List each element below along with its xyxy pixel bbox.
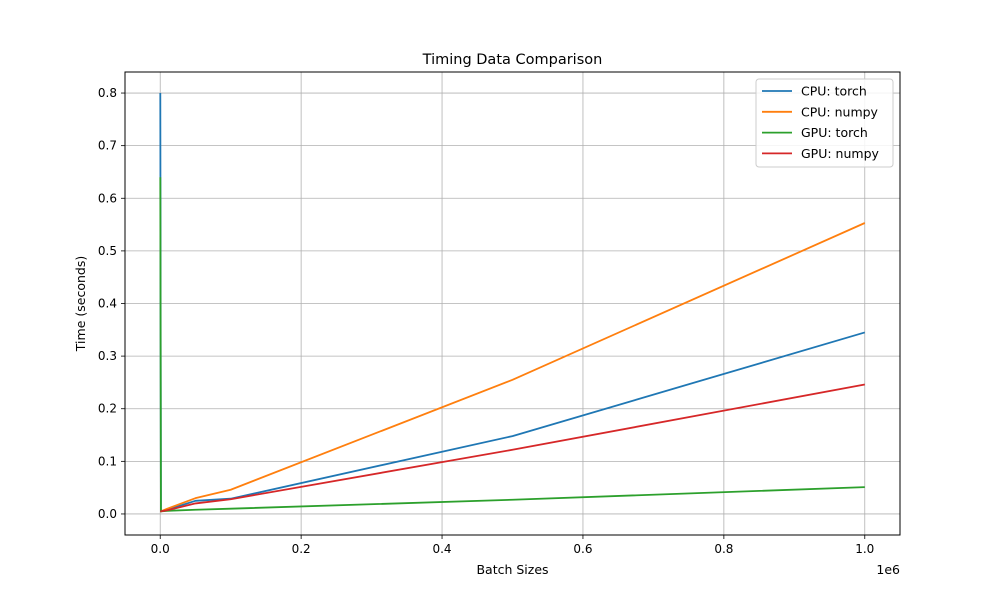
y-axis-ticks: 0.0 0.1 0.2 0.3 0.4 0.5 0.6 0.7 0.8 [98, 86, 125, 521]
legend-box [755, 78, 894, 168]
y-tick-label: 0.1 [98, 454, 117, 468]
x-axis-offset-text: 1e6 [876, 562, 900, 577]
x-tick-label: 1.0 [855, 542, 874, 556]
x-tick-label: 0.4 [432, 542, 451, 556]
legend-label-gpu-numpy: GPU: numpy [801, 146, 880, 161]
x-axis-label: Batch Sizes [476, 562, 548, 577]
x-tick-label: 0.0 [151, 542, 170, 556]
chart-title: Timing Data Comparison [422, 52, 603, 68]
y-tick-label: 0.6 [98, 191, 117, 205]
legend-label-cpu-numpy: CPU: numpy [801, 104, 879, 119]
grid-lines [125, 72, 900, 535]
y-tick-label: 0.5 [98, 244, 117, 258]
y-tick-label: 0.0 [98, 507, 117, 521]
legend-label-cpu-torch: CPU: torch [801, 84, 867, 99]
y-tick-label: 0.2 [98, 402, 117, 416]
y-tick-label: 0.3 [98, 349, 117, 363]
y-axis-label: Time (seconds) [73, 256, 88, 352]
y-tick-label: 0.8 [98, 86, 117, 100]
legend: CPU: torch CPU: numpy GPU: torch GPU: numpy [755, 78, 894, 168]
x-tick-label: 0.2 [292, 542, 311, 556]
y-tick-label: 0.4 [98, 297, 117, 311]
series-line-gpu-numpy [160, 383, 865, 513]
legend-label-gpu-torch: GPU: torch [801, 125, 868, 140]
x-tick-label: 0.6 [573, 542, 592, 556]
y-tick-label: 0.7 [98, 139, 117, 153]
x-axis-ticks: 0.0 0.2 0.4 0.6 0.8 1.0 [151, 535, 874, 556]
series-lines [159, 93, 866, 513]
x-tick-label: 0.8 [714, 542, 733, 556]
